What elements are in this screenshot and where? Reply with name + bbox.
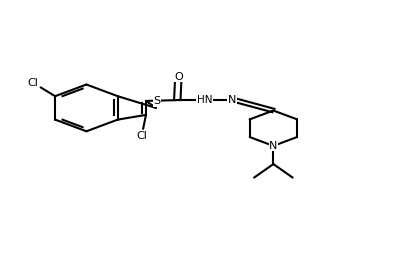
Text: N: N [269,141,277,151]
Text: Cl: Cl [27,78,38,88]
Text: Cl: Cl [136,131,147,141]
Text: S: S [153,96,160,106]
Text: O: O [174,72,183,82]
Text: HN: HN [196,95,212,105]
Text: N: N [227,95,235,105]
